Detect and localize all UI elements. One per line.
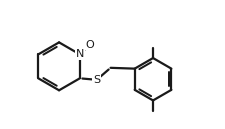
Text: O: O xyxy=(85,40,94,50)
Text: N: N xyxy=(76,49,84,59)
Text: S: S xyxy=(93,75,100,85)
